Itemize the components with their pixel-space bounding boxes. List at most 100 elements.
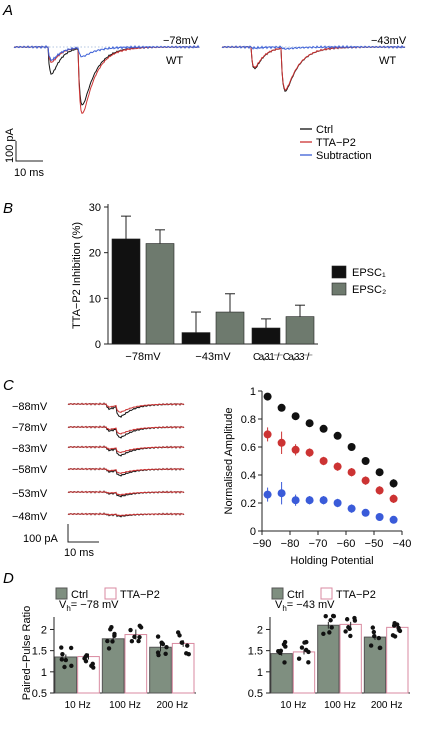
d3-dot-1-1 — [282, 639, 288, 645]
d3-dot-1-1 — [277, 650, 283, 656]
d3-x-tick-label: 10 Hz — [280, 700, 306, 711]
c-point-1-1 — [263, 392, 272, 401]
d3-dot-1-3 — [377, 645, 383, 651]
trace-c-tta-5 — [67, 490, 185, 496]
c-point-2-7 — [347, 468, 356, 477]
d3-bar-2-1 — [292, 651, 316, 694]
c-point-1-9 — [375, 468, 384, 477]
c-point-3-5 — [319, 496, 328, 505]
c-x-axis-label: Holding Potential — [290, 555, 373, 567]
d3-dot-1-2 — [323, 613, 328, 619]
d2-vh-label: Vh= −78 mV — [59, 599, 119, 613]
d2-dot-1-1 — [62, 664, 67, 670]
d3-x-tick-label: 100 Hz — [324, 700, 356, 711]
c-y-axis-label: Normalised Amplitude — [223, 408, 235, 515]
d2-dot-2-1 — [84, 653, 89, 658]
c-point-1-4 — [305, 419, 314, 428]
d2-dot-1-1 — [60, 651, 65, 657]
d3-bar-1-1 — [270, 653, 293, 694]
c-point-1-8 — [361, 457, 370, 465]
d3-dot-1-3 — [371, 629, 377, 635]
c-point-2-9 — [375, 486, 384, 495]
d2-dot-2-2 — [128, 627, 133, 633]
panel-c-traces: −88mV −78mV −83mV −58mV −53mV −48mV 100 … — [12, 401, 185, 559]
b-x-tick-label: −78mV — [125, 351, 161, 363]
legend-a-tta: TTA−P2 — [316, 137, 356, 149]
c-x-tick-label: −70 — [309, 538, 328, 550]
trace-label-6: −48mV — [12, 511, 48, 523]
b-bar-2-3 — [285, 316, 315, 345]
trace-a-right-tta — [221, 45, 406, 91]
d3-dot-2-1 — [306, 649, 311, 655]
trace-c-tta-3 — [67, 445, 185, 454]
d3-dot-2-2 — [343, 629, 348, 634]
d3-y-tick-label: 2 — [257, 624, 263, 636]
c-y-tick-label: 0.4 — [241, 470, 256, 482]
c-point-3-4 — [305, 496, 314, 505]
d3-dot-2-1 — [306, 660, 311, 665]
c-point-2-5 — [319, 457, 328, 465]
d2-dot-1-3 — [164, 644, 169, 650]
d2-dot-1-2 — [106, 646, 112, 651]
b-y-tick-label: 0 — [95, 339, 101, 351]
d2-dot-2-1 — [91, 665, 96, 670]
d3-bar-2-3 — [386, 626, 409, 694]
d2-dot-1-3 — [160, 641, 166, 647]
c-x-tick-label: −40 — [393, 538, 412, 550]
d3-dot-2-2 — [352, 618, 358, 623]
d2-dot-1-3 — [163, 651, 168, 657]
vh-symbol: V — [275, 599, 283, 611]
panel-label-d: D — [3, 570, 14, 587]
d2-bar-2-2 — [124, 634, 148, 694]
d3-legend-ctrl: Ctrl — [287, 589, 304, 601]
d2-bar-2-1 — [77, 656, 100, 694]
d3-vh-label: Vh= −43 mV — [275, 599, 335, 613]
d2-legend-swatch-tta — [104, 587, 117, 600]
d3-dot-1-3 — [372, 633, 377, 639]
d2-legend-swatch-ctrl — [55, 587, 68, 600]
d2-dot-1-3 — [155, 634, 161, 639]
d3-dot-2-2 — [346, 625, 351, 630]
trace-a-right-sub — [221, 44, 406, 50]
d2-dot-2-1 — [82, 656, 87, 661]
b-x-tick-label: −43mV — [195, 351, 231, 363]
c-point-1-7 — [347, 443, 356, 451]
d2-dot-1-1 — [69, 663, 74, 669]
trace-label-2: −78mV — [12, 422, 48, 434]
trace-label-3: −83mV — [12, 443, 48, 455]
trace-c-tta-1 — [67, 402, 185, 413]
c-y-tick-label: 0.2 — [241, 498, 256, 510]
d3-bar-1-3 — [363, 636, 387, 694]
c-point-3-9 — [375, 513, 384, 521]
panel-label-b: B — [3, 200, 13, 217]
vh-symbol: V — [59, 599, 67, 611]
d3-dot-2-1 — [302, 640, 307, 645]
b-bar-2-1 — [145, 243, 175, 345]
d2-x-tick-label: 10 Hz — [65, 700, 91, 711]
c-point-2-3 — [291, 445, 300, 454]
voltage-label-left: −78mV — [163, 35, 199, 47]
c-point-3-10 — [389, 515, 398, 524]
scale-x-label-a: 10 ms — [14, 167, 44, 179]
d3-y-tick-label: 0.5 — [248, 688, 263, 700]
c-point-3-8 — [361, 508, 370, 517]
d2-dot-1-3 — [156, 652, 161, 658]
b-bar-1-2 — [181, 332, 211, 345]
trace-c-tta-6 — [67, 512, 185, 517]
d3-x-tick-label: 200 Hz — [371, 700, 403, 711]
d3-dot-1-3 — [376, 635, 382, 641]
b-bar-2-2 — [215, 311, 245, 345]
panel-d-left-chart: 0.5 1 1.5 2 Paired−Pulse Ratio 10 Hz 100 Hz 200… — [21, 587, 196, 711]
c-point-2-8 — [361, 476, 370, 485]
c-point-3-3 — [291, 496, 300, 505]
c-point-2-4 — [305, 448, 314, 457]
vh-value: = −43 mV — [287, 599, 335, 611]
d2-dot-1-1 — [63, 657, 69, 663]
d3-dot-2-2 — [344, 617, 350, 622]
c-point-3-1 — [263, 490, 272, 499]
trace-label-4: −58mV — [12, 464, 48, 476]
d2-dot-2-3 — [185, 643, 190, 648]
d2-dot-2-2 — [129, 639, 135, 644]
b-bar-1-3 — [251, 327, 281, 345]
c-point-1-2 — [277, 403, 286, 412]
